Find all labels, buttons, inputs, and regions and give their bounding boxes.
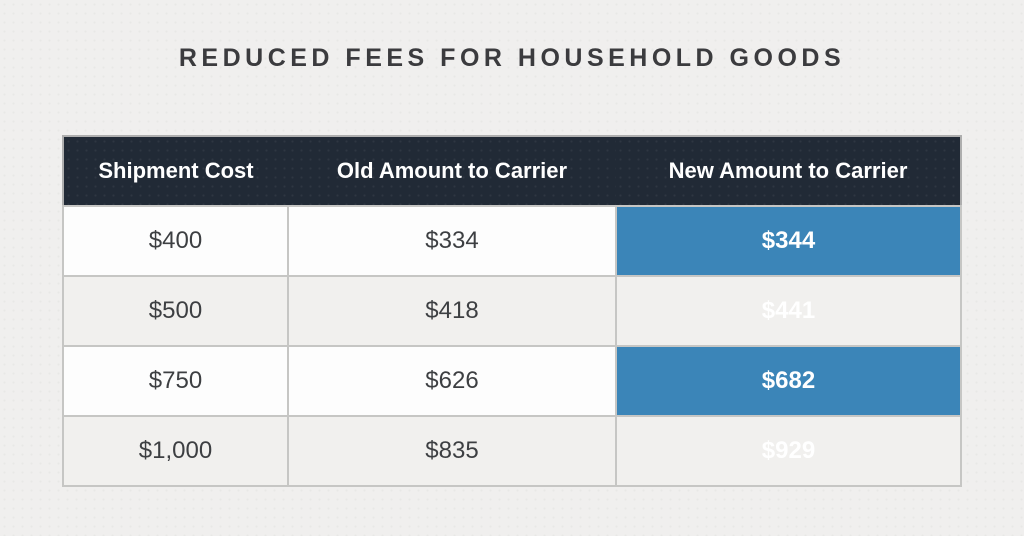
- new-amount-cell: $344: [615, 205, 962, 277]
- shipment-cost-cell: $1,000: [62, 415, 289, 487]
- column-header-shipment-cost: Shipment Cost: [63, 136, 288, 206]
- fees-table: Shipment Cost Old Amount to Carrier New …: [62, 135, 962, 487]
- old-amount-cell: $626: [287, 345, 617, 417]
- shipment-cost-cell: $400: [62, 205, 289, 277]
- old-amount-cell: $418: [287, 275, 617, 347]
- old-amount-cell: $334: [287, 205, 617, 277]
- shipment-cost-cell: $500: [62, 275, 289, 347]
- table-row: $500 $418 $441: [62, 275, 962, 347]
- page-title: REDUCED FEES FOR HOUSEHOLD GOODS: [178, 44, 846, 72]
- new-amount-cell: $682: [615, 345, 962, 417]
- column-header-new-amount: New Amount to Carrier: [616, 136, 961, 206]
- table-header-row: Shipment Cost Old Amount to Carrier New …: [63, 136, 961, 206]
- old-amount-cell: $835: [287, 415, 617, 487]
- column-header-old-amount: Old Amount to Carrier: [288, 136, 616, 206]
- table-row: $1,000 $835 $929: [62, 415, 962, 487]
- new-amount-cell: $929: [615, 415, 962, 487]
- table-row: $750 $626 $682: [62, 345, 962, 417]
- table-row: $400 $334 $344: [62, 205, 962, 277]
- shipment-cost-cell: $750: [62, 345, 289, 417]
- new-amount-cell: $441: [615, 275, 962, 347]
